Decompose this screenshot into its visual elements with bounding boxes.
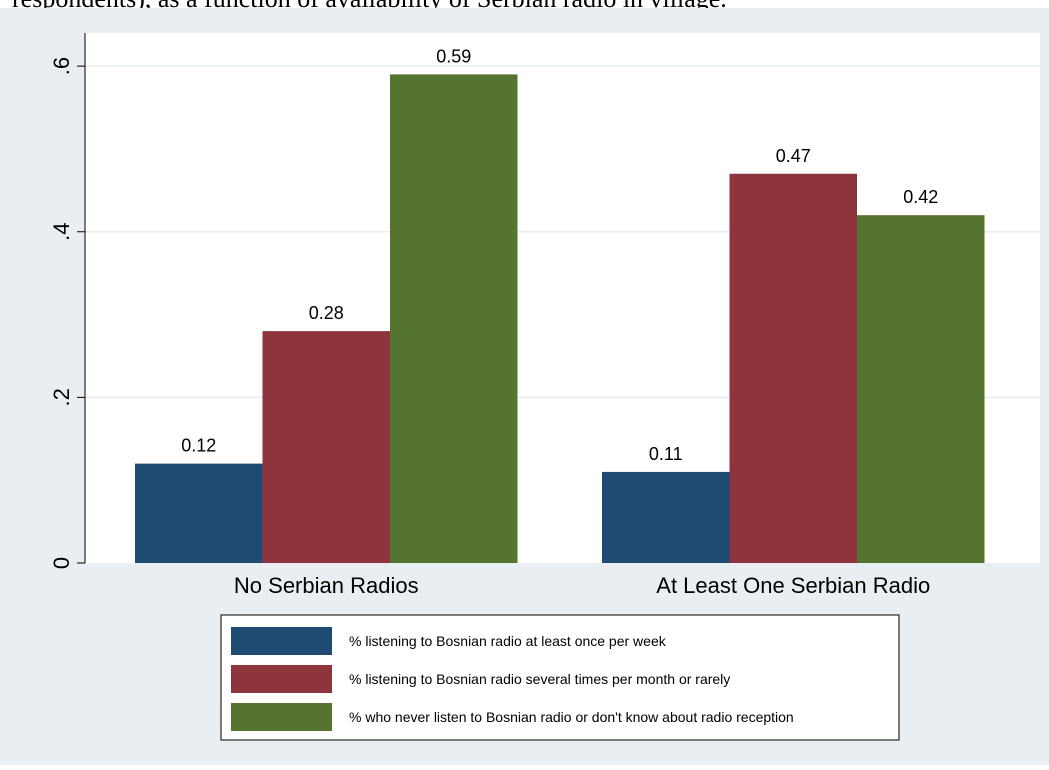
y-tick-label: 0 bbox=[49, 557, 74, 569]
x-axis-labels: No Serbian Radios At Least One Serbian Ra… bbox=[234, 573, 930, 598]
y-tick-label: .6 bbox=[49, 57, 74, 75]
bar bbox=[390, 74, 518, 563]
legend-swatch bbox=[231, 703, 332, 731]
bar-value-labels: 0.12 0.28 0.59 0.11 0.47 0.42 bbox=[181, 46, 938, 464]
bar-value-label: 0.12 bbox=[181, 436, 216, 456]
bar bbox=[262, 331, 390, 563]
legend-swatch bbox=[231, 665, 332, 693]
legend-label: % listening to Bosnian radio at least on… bbox=[349, 633, 667, 649]
bar bbox=[602, 471, 730, 563]
y-tick-label: .2 bbox=[49, 388, 74, 406]
bar-value-label: 0.11 bbox=[649, 444, 683, 464]
bar bbox=[857, 215, 985, 563]
bar-value-label: 0.59 bbox=[436, 46, 471, 66]
x-category-label: At Least One Serbian Radio bbox=[656, 573, 930, 598]
legend: % listening to Bosnian radio at least on… bbox=[220, 614, 900, 741]
bar-value-label: 0.47 bbox=[776, 146, 811, 166]
bar bbox=[135, 463, 263, 563]
y-tick-label: .4 bbox=[49, 223, 74, 241]
bar-value-label: 0.42 bbox=[903, 187, 938, 207]
legend-swatch bbox=[231, 627, 332, 655]
bar bbox=[729, 173, 857, 563]
bars bbox=[135, 74, 985, 563]
legend-label: % who never listen to Bosnian radio or d… bbox=[349, 709, 794, 725]
x-category-label: No Serbian Radios bbox=[234, 573, 419, 598]
legend-label: % listening to Bosnian radio several tim… bbox=[349, 671, 730, 687]
legend-box bbox=[220, 614, 900, 741]
bar-value-label: 0.28 bbox=[309, 303, 344, 323]
y-axis-ticks: 0 .2 .4 .6 bbox=[49, 57, 85, 569]
